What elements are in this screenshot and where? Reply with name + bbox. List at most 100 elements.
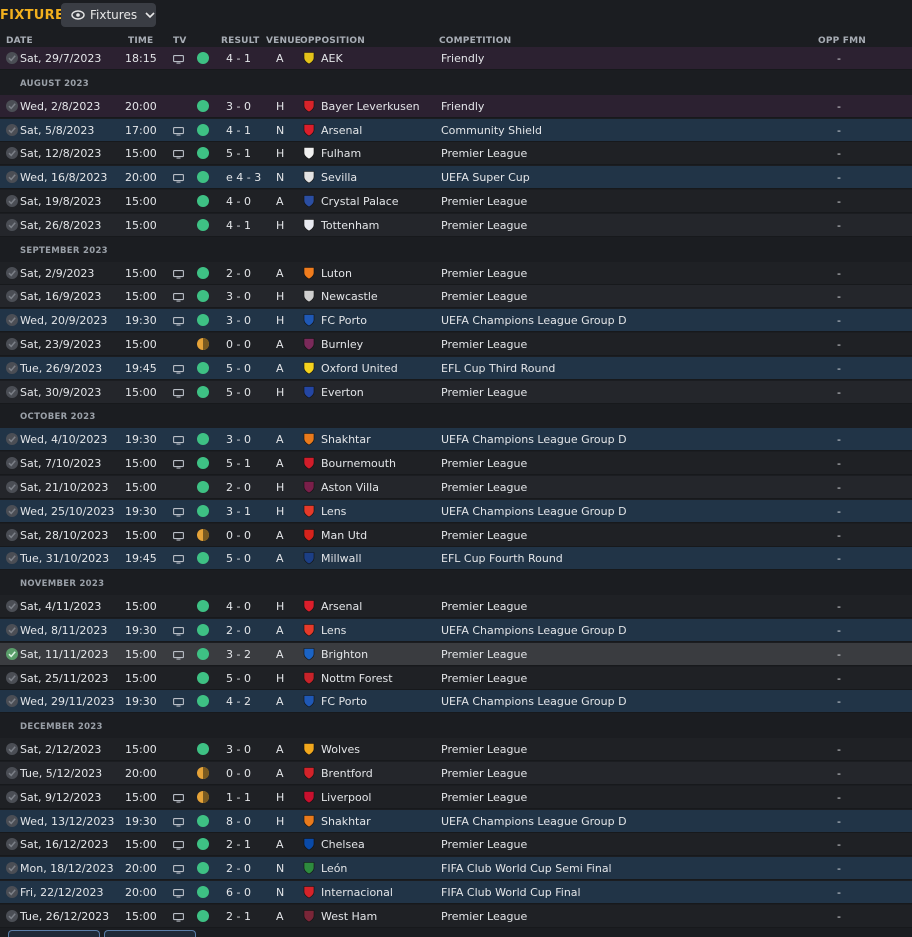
fixture-opponent[interactable]: Arsenal: [321, 123, 363, 137]
fixture-opponent[interactable]: Wolves: [321, 743, 361, 757]
fixture-result[interactable]: 4 - 1: [226, 123, 251, 137]
fixture-competition[interactable]: Premier League: [441, 481, 528, 494]
fixture-row[interactable]: Mon, 18/12/2023 20:00 2 - 0 N León FIFA Club …: [0, 857, 912, 881]
select-check-icon[interactable]: [6, 52, 18, 64]
fixture-row[interactable]: Wed, 25/10/2023 19:30 3 - 1 H Lens UEFA Champ…: [0, 499, 912, 523]
fixture-opponent[interactable]: Internacional: [321, 886, 393, 899]
fixture-result[interactable]: 5 - 0: [226, 671, 251, 685]
fixture-competition[interactable]: EFL Cup Third Round: [441, 361, 556, 375]
select-check-icon[interactable]: [6, 338, 18, 350]
fixture-opponent[interactable]: Nottm Forest: [321, 671, 393, 685]
fixture-result[interactable]: 5 - 0: [226, 552, 251, 566]
select-check-icon[interactable]: [6, 600, 18, 613]
fixture-opponent[interactable]: León: [321, 862, 348, 876]
column-header-venue[interactable]: VENUE: [266, 36, 302, 46]
fixture-result[interactable]: 4 - 0: [226, 195, 251, 208]
fixture-opponent[interactable]: Brentford: [321, 767, 373, 780]
fixture-competition[interactable]: Premier League: [441, 743, 528, 757]
fixture-row[interactable]: Sat, 5/8/2023 17:00 4 - 1 N Arsenal Community…: [0, 118, 912, 142]
select-check-icon[interactable]: [6, 147, 18, 160]
select-check-icon[interactable]: [6, 433, 18, 446]
fixture-competition[interactable]: Premier League: [441, 195, 528, 208]
select-check-icon[interactable]: [6, 123, 18, 136]
fixture-row[interactable]: Sat, 2/9/2023 15:00 2 - 0 A Luton Premier Lea…: [0, 261, 912, 285]
fixture-opponent[interactable]: AEK: [321, 52, 343, 65]
fixture-result[interactable]: 3 - 0: [226, 433, 251, 447]
select-check-icon[interactable]: [6, 552, 18, 565]
fixture-competition[interactable]: FIFA Club World Cup Final: [441, 886, 581, 899]
fixture-opponent[interactable]: Lens: [321, 624, 347, 637]
fixture-opponent[interactable]: Tottenham: [321, 218, 380, 232]
select-check-icon[interactable]: [6, 290, 18, 303]
fixture-result[interactable]: 3 - 0: [226, 314, 251, 328]
fixture-opponent[interactable]: Sevilla: [321, 171, 358, 185]
fixture-competition[interactable]: Premier League: [441, 790, 528, 804]
select-check-icon[interactable]: [6, 671, 18, 684]
fixture-competition[interactable]: UEFA Champions League Group D: [441, 314, 627, 328]
fixture-row[interactable]: Wed, 29/11/2023 19:30 4 - 2 A FC Porto UEFA C…: [0, 690, 912, 714]
fixture-result[interactable]: 0 - 0: [226, 528, 251, 542]
fixture-competition[interactable]: Premier League: [441, 838, 528, 852]
fixture-row[interactable]: Wed, 2/8/2023 20:00 3 - 0 H Bayer Leverkusen…: [0, 94, 912, 118]
fixture-result[interactable]: 2 - 1: [226, 909, 251, 923]
fixture-opponent[interactable]: Millwall: [321, 552, 362, 566]
fixture-result[interactable]: 3 - 0: [226, 99, 251, 113]
fixture-result[interactable]: 2 - 0: [226, 862, 251, 876]
select-check-icon[interactable]: [6, 504, 18, 517]
fixture-competition[interactable]: Friendly: [441, 99, 485, 113]
fixture-result[interactable]: 3 - 0: [226, 290, 251, 304]
fixture-opponent[interactable]: Newcastle: [321, 290, 378, 304]
fixture-opponent[interactable]: West Ham: [321, 909, 378, 923]
select-check-icon[interactable]: [6, 361, 18, 374]
column-header-opp-fmn[interactable]: OPP FMN: [818, 36, 867, 46]
fixture-competition[interactable]: Premier League: [441, 147, 528, 161]
fixture-row[interactable]: Wed, 20/9/2023 19:30 3 - 0 H FC Porto UEFA Ch…: [0, 309, 912, 333]
fixture-row[interactable]: Sat, 19/8/2023 15:00 4 - 0 A Crystal Palace P…: [0, 190, 912, 213]
column-header-competition[interactable]: COMPETITION: [439, 36, 512, 46]
fixture-result[interactable]: 2 - 0: [226, 624, 251, 637]
fixture-opponent[interactable]: Lens: [321, 504, 347, 518]
fixture-row[interactable]: Sat, 29/7/2023 18:15 4 - 1 A AEK Friendly -: [0, 47, 912, 70]
fixture-competition[interactable]: Premier League: [441, 266, 528, 280]
fixture-competition[interactable]: Community Shield: [441, 123, 542, 137]
fixture-opponent[interactable]: Crystal Palace: [321, 195, 399, 208]
column-header-date[interactable]: DATE: [6, 36, 33, 46]
fixture-opponent[interactable]: Bayer Leverkusen: [321, 99, 420, 113]
fixture-row[interactable]: Wed, 16/8/2023 20:00 e 4 - 3 N Sevilla UEFA S…: [0, 166, 912, 190]
select-check-icon[interactable]: [6, 767, 18, 779]
select-check-icon[interactable]: [6, 624, 18, 636]
select-check-icon[interactable]: [6, 385, 18, 398]
fixture-row[interactable]: Sat, 21/10/2023 15:00 2 - 0 H Aston Villa Pre…: [0, 476, 912, 499]
fixture-row[interactable]: Sat, 11/11/2023 15:00 3 - 2 A Brighton Premie…: [0, 642, 912, 666]
fixture-opponent[interactable]: Shakhtar: [321, 433, 371, 447]
select-check-icon[interactable]: [6, 790, 18, 803]
fixture-row[interactable]: Sat, 16/12/2023 15:00 2 - 1 A Chelsea Premier…: [0, 833, 912, 857]
select-check-icon[interactable]: [6, 647, 18, 660]
fixture-result[interactable]: 5 - 1: [226, 147, 251, 161]
select-check-icon[interactable]: [6, 838, 18, 851]
fixture-result[interactable]: 2 - 0: [226, 266, 251, 280]
fixture-result[interactable]: 3 - 0: [226, 743, 251, 757]
fixture-competition[interactable]: Premier League: [441, 600, 528, 614]
fixture-result[interactable]: 4 - 0: [226, 600, 251, 614]
fixture-result[interactable]: 3 - 1: [226, 504, 251, 518]
fixture-result[interactable]: 3 - 2: [226, 647, 251, 661]
fixture-competition[interactable]: Premier League: [441, 290, 528, 304]
fixture-result[interactable]: 5 - 0: [226, 385, 251, 399]
column-header-tv[interactable]: TV: [173, 36, 187, 46]
fixture-opponent[interactable]: Chelsea: [321, 838, 365, 852]
fixture-row[interactable]: Tue, 26/12/2023 15:00 2 - 1 A West Ham Premie…: [0, 904, 912, 928]
select-check-icon[interactable]: [6, 171, 18, 184]
select-check-icon[interactable]: [6, 195, 18, 207]
fixture-row[interactable]: Sat, 2/12/2023 15:00 3 - 0 A Wolves Premier L…: [0, 738, 912, 762]
fixtures-filter-dropdown[interactable]: Fixtures: [61, 3, 156, 27]
fixture-opponent[interactable]: Bournemouth: [321, 457, 397, 471]
fixture-row[interactable]: Sat, 16/9/2023 15:00 3 - 0 H Newcastle Premie…: [0, 285, 912, 309]
fixture-result[interactable]: e 4 - 3: [226, 171, 262, 185]
fixture-competition[interactable]: EFL Cup Fourth Round: [441, 552, 563, 566]
fixture-competition[interactable]: UEFA Champions League Group D: [441, 695, 627, 709]
fixture-row[interactable]: Sat, 23/9/2023 15:00 0 - 0 A Burnley Premier …: [0, 333, 912, 356]
fixture-opponent[interactable]: Fulham: [321, 147, 362, 161]
select-check-icon[interactable]: [6, 481, 18, 493]
fixture-competition[interactable]: Premier League: [441, 218, 528, 232]
